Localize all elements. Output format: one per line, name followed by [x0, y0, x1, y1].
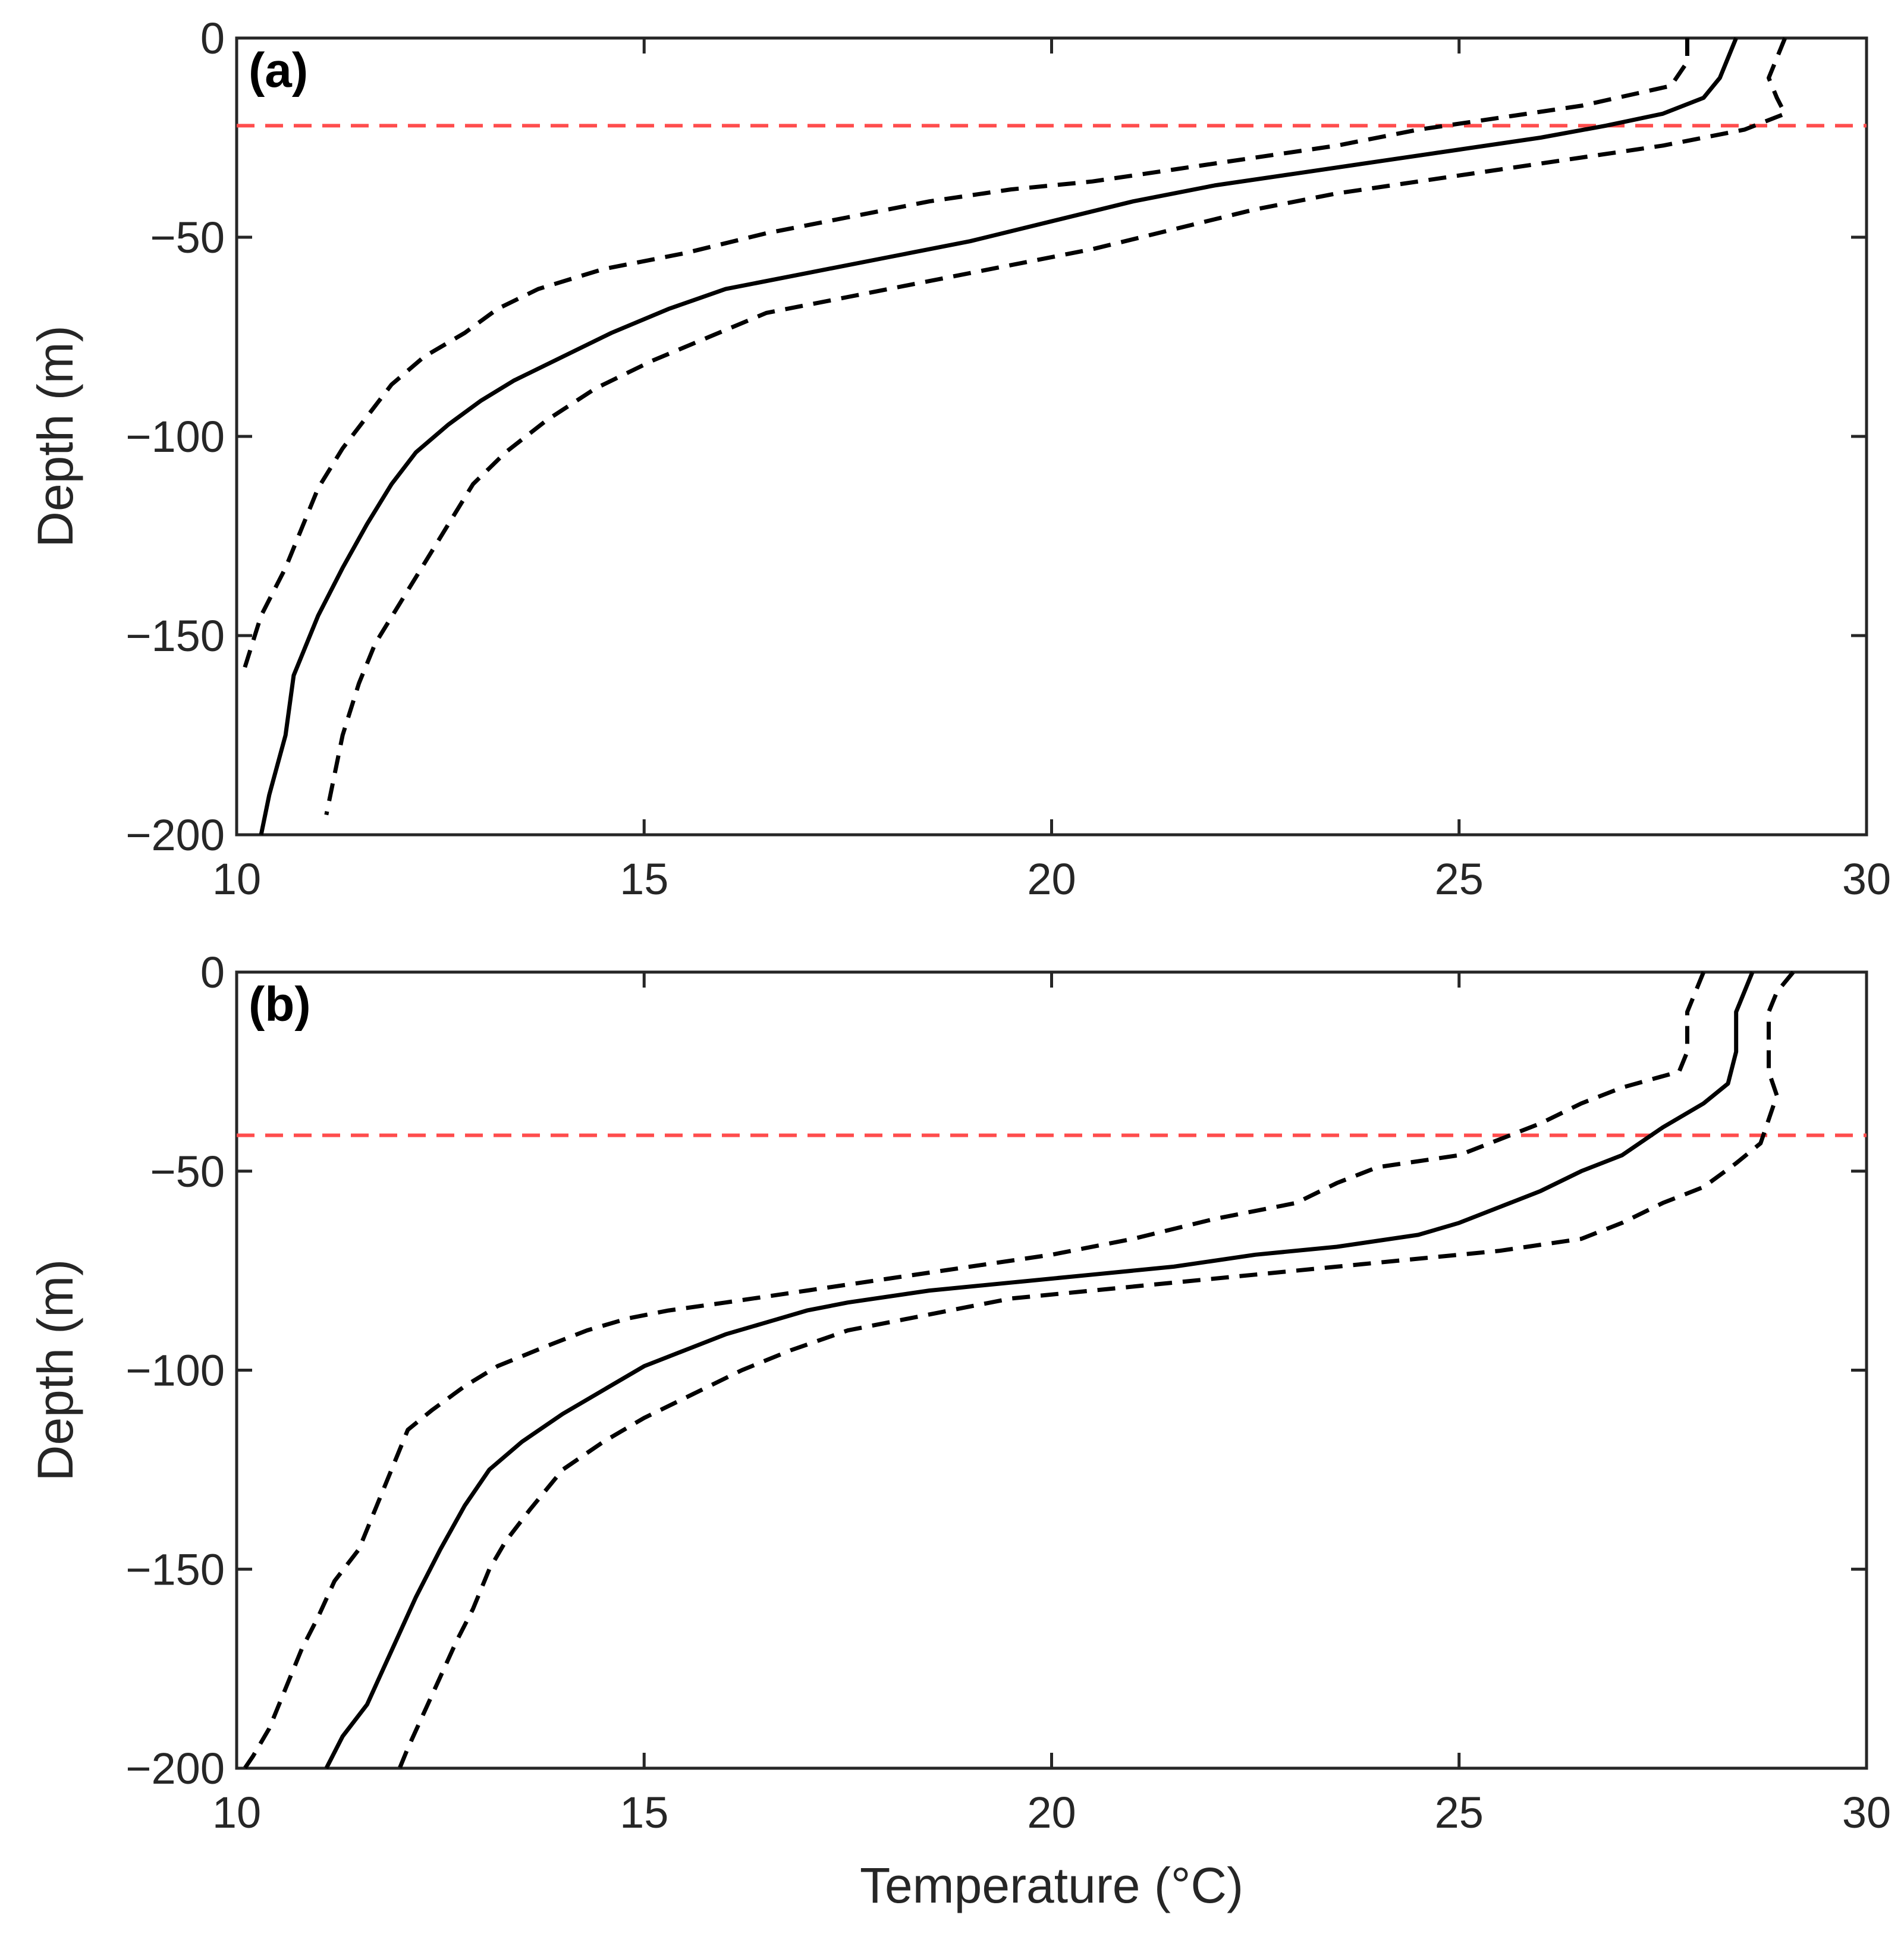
panel-label: (a) — [249, 43, 308, 98]
x-tick-label: 15 — [620, 854, 668, 904]
series-upper-bound-line — [397, 970, 1795, 1769]
y-axis-label: Depth (m) — [27, 1259, 83, 1481]
series-mean-line — [324, 971, 1755, 1769]
y-tick-label: −200 — [125, 1744, 225, 1793]
x-tick-label: 30 — [1842, 1788, 1891, 1837]
x-tick-label: 20 — [1027, 1788, 1076, 1837]
y-tick-label: −50 — [150, 213, 225, 262]
panel-a: 10 15 20 25 30 0 −50 −100 −150 −200 Depth (m) (a) — [27, 14, 1891, 904]
x-axis-label: Temperature (°C) — [860, 1857, 1243, 1913]
x-tick-label: 10 — [212, 854, 261, 904]
panel-label: (b) — [249, 977, 311, 1032]
x-tick-label: 25 — [1435, 1788, 1484, 1837]
y-tick-label: −100 — [125, 1346, 225, 1395]
plot-frame — [235, 970, 1868, 1770]
x-tick-label: 25 — [1435, 854, 1484, 904]
panel-b: 10 15 20 25 30 0 −50 −100 −150 −200 Depth (m) Tempe… — [27, 948, 1891, 1913]
x-tick-label: 30 — [1842, 854, 1891, 904]
series-lower-bound-line — [243, 971, 1706, 1769]
y-axis-label: Depth (m) — [27, 325, 83, 547]
x-tick-label: 15 — [620, 1788, 668, 1837]
x-tick-label: 20 — [1027, 854, 1076, 904]
plot-frame — [235, 36, 1868, 837]
series-mean-line — [259, 37, 1738, 835]
y-tick-label: −150 — [125, 611, 225, 661]
series-lower-bound-line — [243, 38, 1689, 668]
y-tick-label: 0 — [200, 948, 225, 997]
y-tick-label: 0 — [200, 14, 225, 63]
x-tick-label: 10 — [212, 1788, 261, 1837]
y-tick-label: −200 — [125, 810, 225, 860]
y-tick-label: −50 — [150, 1147, 225, 1196]
y-tick-label: −100 — [125, 412, 225, 461]
y-tick-label: −150 — [125, 1545, 225, 1594]
